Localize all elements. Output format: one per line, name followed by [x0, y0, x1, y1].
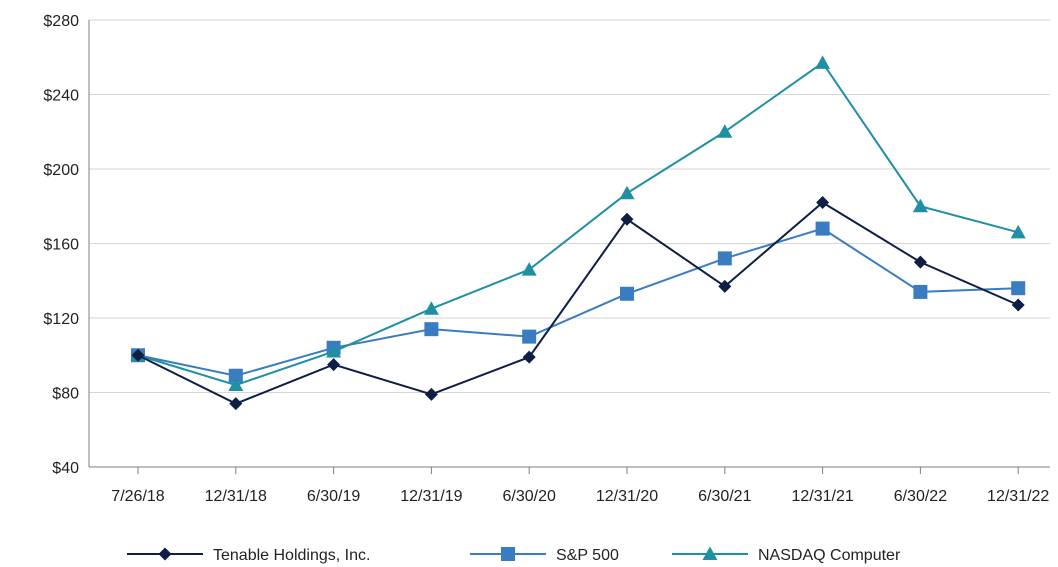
y-tick-label: $80 — [52, 386, 79, 403]
legend-item: Tenable Holdings, Inc. — [127, 547, 370, 564]
data-point-diamond — [718, 279, 732, 293]
axes — [88, 20, 1050, 468]
series-line — [137, 201, 1019, 405]
x-tick-label: 12/31/21 — [791, 488, 853, 505]
x-tick-label: 12/31/20 — [596, 488, 658, 505]
data-point-triangle — [717, 124, 733, 138]
data-point-diamond — [913, 255, 927, 269]
data-point-square — [1011, 281, 1026, 296]
data-point-triangle — [912, 198, 928, 213]
legend-label: S&P 500 — [556, 547, 619, 564]
data-point-triangle — [815, 55, 831, 69]
series-square — [131, 221, 1026, 383]
data-point-triangle — [521, 262, 537, 276]
data-point-triangle — [326, 344, 342, 358]
x-tick-label: 6/30/22 — [894, 488, 947, 505]
x-tick-label: 6/30/19 — [307, 488, 360, 505]
data-point-square — [815, 221, 830, 236]
data-point-square — [620, 286, 634, 301]
gridlines — [89, 19, 1050, 393]
y-tick-label: $240 — [43, 88, 79, 105]
x-tick-label: 12/31/22 — [987, 488, 1049, 505]
data-point-square — [501, 547, 515, 561]
legend-label: NASDAQ Computer — [758, 547, 901, 564]
series-diamond — [131, 196, 1025, 411]
legend-item: NASDAQ Computer — [672, 546, 901, 564]
y-tick-label: $160 — [43, 237, 79, 254]
x-tick-label: 12/31/18 — [205, 488, 267, 505]
data-point-square — [424, 322, 439, 337]
x-tick-label: 7/26/18 — [111, 488, 164, 505]
data-point-triangle — [228, 377, 244, 392]
y-tick-label: $280 — [43, 13, 79, 30]
data-point-triangle — [423, 301, 439, 315]
series-line — [137, 227, 1019, 377]
data-point-diamond — [424, 387, 438, 401]
data-point-diamond — [620, 212, 634, 226]
data-point-square — [522, 329, 537, 344]
x-axis-ticks: 7/26/18 12/31/18 6/30/19 12/31/19 6/30/20 12/… — [111, 467, 1049, 505]
legend-item: S&P 500 — [470, 547, 619, 564]
data-point-square — [913, 284, 928, 299]
data-point-diamond — [522, 350, 536, 364]
data-point-triangle — [1010, 224, 1026, 239]
y-tick-label: $120 — [43, 311, 79, 328]
data-point-diamond — [229, 397, 243, 411]
x-tick-label: 12/31/19 — [400, 488, 462, 505]
series-triangle — [130, 55, 1026, 392]
legend: Tenable Holdings, Inc. S&P 500 NASDAQ Comp… — [127, 546, 901, 564]
data-point-diamond — [816, 196, 830, 210]
x-tick-label: 6/30/21 — [698, 488, 751, 505]
series-line — [137, 61, 1019, 387]
y-axis-ticks: $40 $80 $120 $160 $200 $240 $280 — [43, 13, 79, 477]
data-point-diamond — [327, 358, 341, 372]
data-point-square — [228, 368, 243, 383]
y-tick-label: $40 — [52, 460, 79, 477]
data-point-triangle — [619, 185, 635, 200]
data-point-triangle — [702, 546, 718, 560]
x-tick-label: 6/30/20 — [503, 488, 556, 505]
data-point-diamond — [1011, 298, 1025, 312]
data-point-diamond — [158, 547, 172, 561]
data-point-square — [717, 251, 732, 266]
data-point-diamond — [131, 348, 145, 362]
legend-label: Tenable Holdings, Inc. — [213, 547, 370, 564]
y-tick-label: $200 — [43, 162, 79, 179]
series-layer — [130, 55, 1026, 411]
